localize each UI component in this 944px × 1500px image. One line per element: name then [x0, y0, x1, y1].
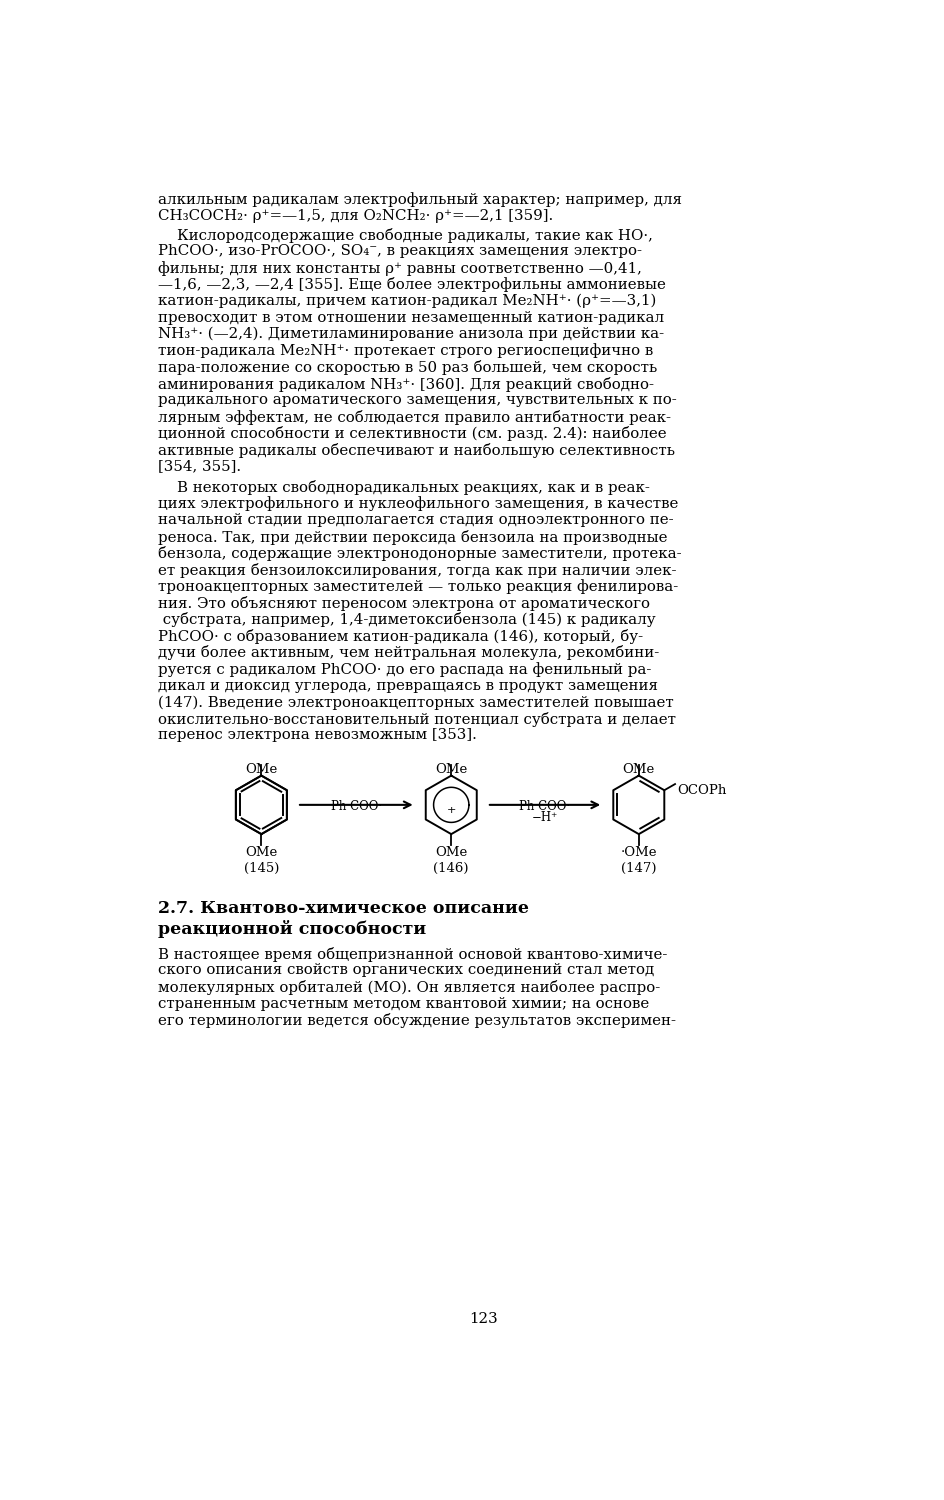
Text: OMe: OMe: [435, 846, 467, 859]
Text: OMe: OMe: [245, 846, 278, 859]
Text: Кислородсодержащие свободные радикалы, такие как НО·,: Кислородсодержащие свободные радикалы, т…: [159, 228, 653, 243]
Text: фильны; для них константы ρ⁺ равны соответственно —0,41,: фильны; для них константы ρ⁺ равны соотв…: [159, 261, 642, 276]
Text: дучи более активным, чем нейтральная молекула, рекомбини-: дучи более активным, чем нейтральная мол…: [159, 645, 660, 660]
Text: страненным расчетным методом квантовой химии; на основе: страненным расчетным методом квантовой х…: [159, 996, 649, 1011]
Text: ционной способности и селективности (см. разд. 2.4): наиболее: ционной способности и селективности (см.…: [159, 426, 666, 441]
Text: катион-радикалы, причем катион-радикал Me₂NH⁺· (ρ⁺=—3,1): катион-радикалы, причем катион-радикал M…: [159, 294, 656, 309]
Text: ·OMe: ·OMe: [620, 846, 657, 859]
Text: NH₃⁺· (—2,4). Диметиламинирование анизола при действии ка-: NH₃⁺· (—2,4). Диметиламинирование анизол…: [159, 327, 665, 342]
Text: тион-радикала Me₂NH⁺· протекает строго региоспецифично в: тион-радикала Me₂NH⁺· протекает строго р…: [159, 344, 653, 358]
Text: перенос электрона невозможным [353].: перенос электрона невозможным [353].: [159, 728, 477, 742]
Text: [354, 355].: [354, 355].: [159, 459, 242, 474]
Text: (147). Введение электроноакцепторных заместителей повышает: (147). Введение электроноакцепторных зам…: [159, 694, 674, 709]
Text: OCOPh: OCOPh: [678, 784, 727, 796]
Text: (145): (145): [244, 862, 279, 874]
Text: OMe: OMe: [245, 764, 278, 777]
Text: (146): (146): [433, 862, 469, 874]
Text: 123: 123: [469, 1312, 498, 1326]
Text: аминирования радикалом NH₃⁺· [360]. Для реакций свободно-: аминирования радикалом NH₃⁺· [360]. Для …: [159, 376, 654, 392]
Text: −H⁺: −H⁺: [531, 812, 558, 824]
Text: бензола, содержащие электронодонорные заместители, протека-: бензола, содержащие электронодонорные за…: [159, 546, 682, 561]
Text: циях электрофильного и нуклеофильного замещения, в качестве: циях электрофильного и нуклеофильного за…: [159, 496, 679, 512]
Text: PhCOO· с образованием катион-радикала (146), который, бу-: PhCOO· с образованием катион-радикала (1…: [159, 628, 644, 644]
Text: лярным эффектам, не соблюдается правило антибатности реак-: лярным эффектам, не соблюдается правило …: [159, 410, 671, 424]
Text: (147): (147): [621, 862, 656, 874]
Text: ⁺: ⁺: [447, 806, 456, 824]
Text: активные радикалы обеспечивают и наибольшую селективность: активные радикалы обеспечивают и наиболь…: [159, 442, 675, 458]
Text: В некоторых свободнорадикальных реакциях, как и в реак-: В некоторых свободнорадикальных реакциях…: [159, 480, 650, 495]
Text: превосходит в этом отношении незамещенный катион-радикал: превосходит в этом отношении незамещенны…: [159, 310, 665, 324]
Text: —1,6, —2,3, —2,4 [355]. Еще более электрофильны аммониевые: —1,6, —2,3, —2,4 [355]. Еще более электр…: [159, 278, 666, 292]
Text: PhCOO·, изо-PrOCOO·, SO₄⁻, в реакциях замещения электро-: PhCOO·, изо-PrOCOO·, SO₄⁻, в реакциях за…: [159, 244, 642, 258]
Text: В настоящее время общепризнанной основой квантово-химиче-: В настоящее время общепризнанной основой…: [159, 946, 667, 962]
Text: дикал и диоксид углерода, превращаясь в продукт замещения: дикал и диоксид углерода, превращаясь в …: [159, 678, 658, 693]
Text: окислительно-восстановительный потенциал субстрата и делает: окислительно-восстановительный потенциал…: [159, 711, 676, 726]
Text: его терминологии ведется обсуждение результатов эксперимен-: его терминологии ведется обсуждение резу…: [159, 1013, 676, 1028]
Text: руется с радикалом PhCOO· до его распада на фенильный ра-: руется с радикалом PhCOO· до его распада…: [159, 662, 651, 676]
Text: начальной стадии предполагается стадия одноэлектронного пе-: начальной стадии предполагается стадия о…: [159, 513, 674, 526]
Text: троноакцепторных заместителей — только реакция фенилирова-: троноакцепторных заместителей — только р…: [159, 579, 679, 594]
Text: молекулярных орбиталей (МО). Он является наиболее распро-: молекулярных орбиталей (МО). Он является…: [159, 980, 661, 994]
Text: CH₃COCH₂· ρ⁺=—1,5, для O₂NCH₂· ρ⁺=—2,1 [359].: CH₃COCH₂· ρ⁺=—1,5, для O₂NCH₂· ρ⁺=—2,1 […: [159, 209, 553, 224]
Text: OMe: OMe: [435, 764, 467, 777]
Text: субстрата, например, 1,4-диметоксибензола (145) к радикалу: субстрата, например, 1,4-диметоксибензол…: [159, 612, 656, 627]
Text: пара-положение со скоростью в 50 раз большей, чем скорость: пара-положение со скоростью в 50 раз бол…: [159, 360, 658, 375]
Text: ского описания свойств органических соединений стал метод: ского описания свойств органических соед…: [159, 963, 654, 978]
Text: 2.7. Квантово-химическое описание: 2.7. Квантово-химическое описание: [159, 900, 530, 916]
Text: ния. Это объясняют переносом электрона от ароматического: ния. Это объясняют переносом электрона о…: [159, 596, 650, 610]
Text: реноса. Так, при действии пероксида бензоила на производные: реноса. Так, при действии пероксида бенз…: [159, 530, 667, 544]
Text: реакционной способности: реакционной способности: [159, 920, 427, 938]
Text: радикального ароматического замещения, чувствительных к по-: радикального ароматического замещения, ч…: [159, 393, 677, 408]
Text: Ph COO·: Ph COO·: [519, 800, 570, 813]
Text: Ph COO·: Ph COO·: [330, 800, 382, 813]
Text: OMe: OMe: [623, 764, 655, 777]
Text: ет реакция бензоилоксилирования, тогда как при наличии элек-: ет реакция бензоилоксилирования, тогда к…: [159, 562, 677, 578]
Text: алкильным радикалам электрофильный характер; например, для: алкильным радикалам электрофильный харак…: [159, 192, 683, 207]
